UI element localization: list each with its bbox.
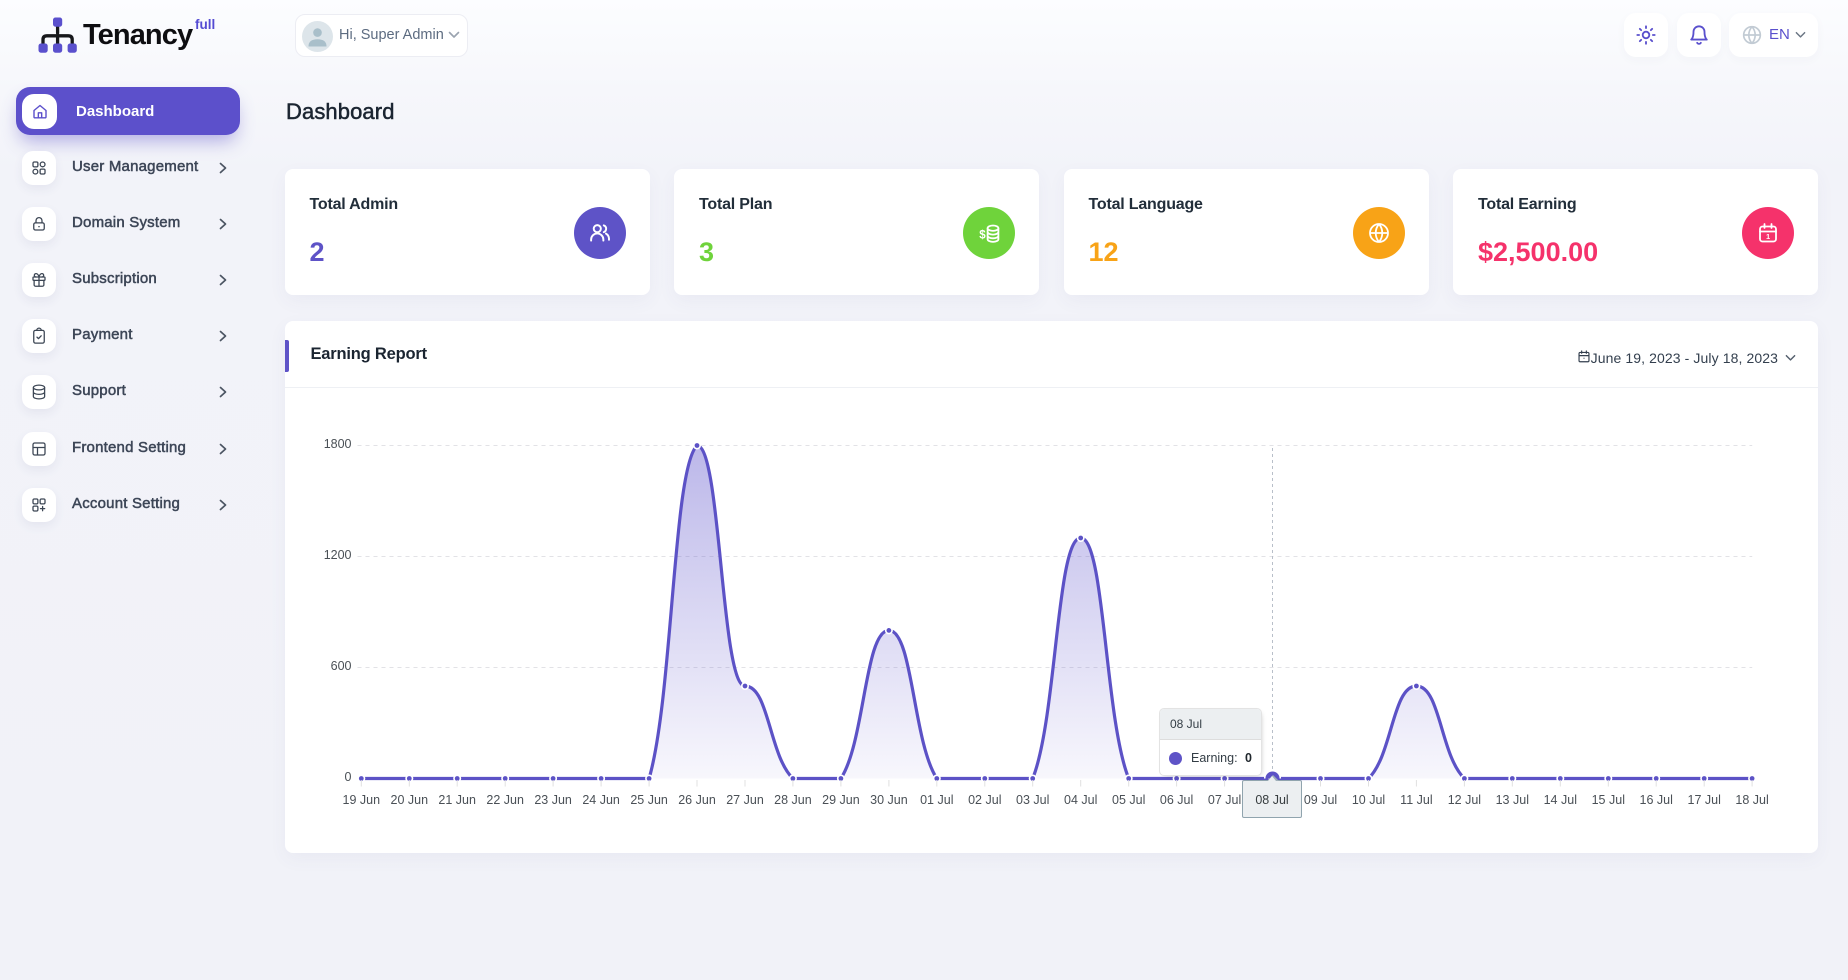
svg-text:1: 1 — [1766, 232, 1770, 241]
svg-text:17 Jul: 17 Jul — [1688, 793, 1721, 807]
svg-text:13 Jul: 13 Jul — [1496, 793, 1529, 807]
svg-text:28 Jun: 28 Jun — [774, 793, 812, 807]
svg-text:03 Jul: 03 Jul — [1016, 793, 1049, 807]
svg-text:18 Jul: 18 Jul — [1735, 793, 1768, 807]
svg-text:1800: 1800 — [324, 437, 352, 451]
svg-text:05 Jul: 05 Jul — [1112, 793, 1145, 807]
svg-text:09 Jul: 09 Jul — [1304, 793, 1337, 807]
svg-text:01 Jul: 01 Jul — [920, 793, 953, 807]
svg-text:26 Jun: 26 Jun — [678, 793, 716, 807]
svg-text:04 Jul: 04 Jul — [1064, 793, 1097, 807]
svg-text:11 Jul: 11 Jul — [1400, 793, 1432, 807]
svg-text:22 Jun: 22 Jun — [486, 793, 524, 807]
svg-text:20 Jun: 20 Jun — [391, 793, 429, 807]
svg-text:600: 600 — [331, 659, 352, 673]
svg-text:1200: 1200 — [324, 548, 352, 562]
svg-text:02 Jul: 02 Jul — [968, 793, 1001, 807]
svg-text:27 Jun: 27 Jun — [726, 793, 764, 807]
svg-text:12 Jul: 12 Jul — [1448, 793, 1481, 807]
svg-text:14 Jul: 14 Jul — [1544, 793, 1577, 807]
svg-text:06 Jul: 06 Jul — [1160, 793, 1193, 807]
svg-text:$: $ — [979, 229, 986, 241]
svg-text:07 Jul: 07 Jul — [1208, 793, 1241, 807]
svg-text:19 Jun: 19 Jun — [343, 793, 381, 807]
svg-text:21 Jun: 21 Jun — [438, 793, 476, 807]
svg-text:23 Jun: 23 Jun — [534, 793, 572, 807]
svg-text:0: 0 — [345, 770, 352, 784]
svg-text:24 Jun: 24 Jun — [582, 793, 620, 807]
svg-text:29 Jun: 29 Jun — [822, 793, 860, 807]
svg-text:25 Jun: 25 Jun — [630, 793, 668, 807]
svg-text:10 Jul: 10 Jul — [1352, 793, 1385, 807]
svg-text:15 Jul: 15 Jul — [1592, 793, 1625, 807]
svg-text:30 Jun: 30 Jun — [870, 793, 908, 807]
svg-text:16 Jul: 16 Jul — [1640, 793, 1673, 807]
